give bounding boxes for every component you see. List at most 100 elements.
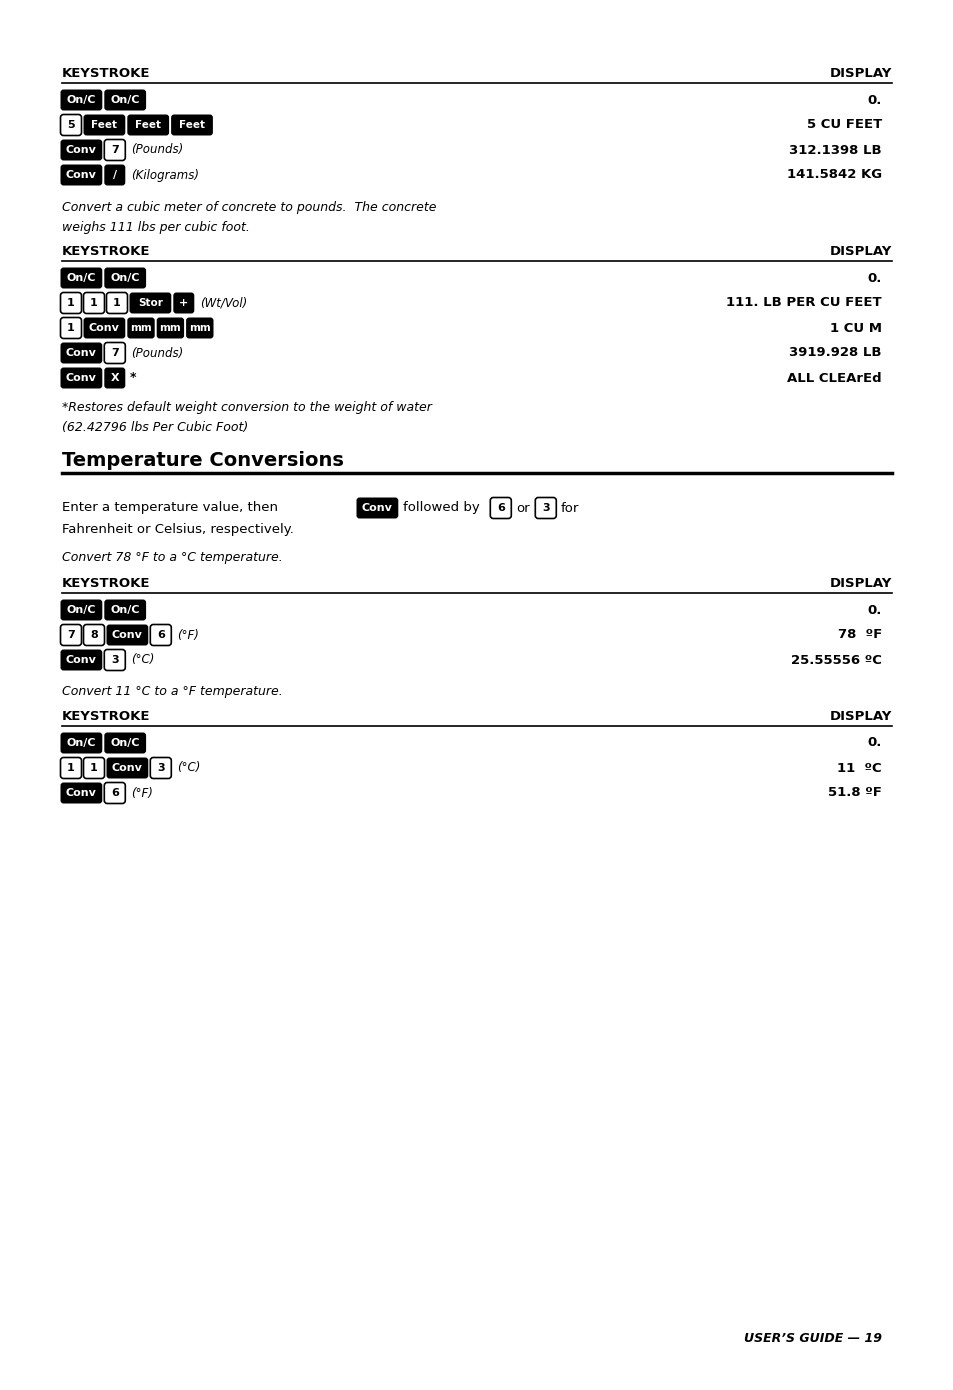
Text: or: or (516, 502, 529, 514)
Text: On/C: On/C (67, 738, 96, 748)
FancyBboxPatch shape (171, 114, 213, 135)
Text: On/C: On/C (111, 738, 140, 748)
Text: 6: 6 (497, 503, 504, 513)
FancyBboxPatch shape (84, 758, 105, 778)
FancyBboxPatch shape (60, 317, 81, 339)
FancyBboxPatch shape (104, 367, 125, 388)
Text: Conv: Conv (66, 655, 97, 664)
Text: *Restores default weight conversion to the weight of water: *Restores default weight conversion to t… (62, 402, 432, 414)
FancyBboxPatch shape (60, 139, 102, 160)
FancyBboxPatch shape (60, 114, 81, 135)
FancyBboxPatch shape (60, 164, 102, 185)
Text: (°F): (°F) (131, 787, 152, 799)
Text: On/C: On/C (111, 272, 140, 284)
Text: Conv: Conv (66, 348, 97, 359)
Text: ALL CLEArEd: ALL CLEArEd (786, 371, 882, 385)
Text: Convert 11 °C to a °F temperature.: Convert 11 °C to a °F temperature. (62, 684, 282, 698)
FancyBboxPatch shape (107, 758, 148, 778)
FancyBboxPatch shape (60, 342, 102, 364)
Text: X: X (111, 373, 119, 384)
FancyBboxPatch shape (60, 367, 102, 388)
FancyBboxPatch shape (104, 649, 125, 670)
FancyBboxPatch shape (130, 292, 172, 314)
Text: mm: mm (159, 322, 181, 334)
Text: 1: 1 (113, 297, 121, 309)
Text: KEYSTROKE: KEYSTROKE (62, 245, 151, 259)
Text: Conv: Conv (66, 373, 97, 384)
FancyBboxPatch shape (104, 342, 125, 364)
FancyBboxPatch shape (104, 733, 146, 753)
Text: 1: 1 (67, 322, 74, 334)
FancyBboxPatch shape (84, 114, 125, 135)
Text: /: / (112, 170, 116, 179)
Text: 11  ºC: 11 ºC (837, 762, 882, 774)
Text: Conv: Conv (66, 170, 97, 179)
Text: Conv: Conv (112, 630, 143, 639)
Text: 5: 5 (67, 120, 74, 131)
Text: On/C: On/C (111, 95, 140, 106)
Text: 3: 3 (111, 655, 118, 664)
Text: 7: 7 (111, 348, 118, 359)
FancyBboxPatch shape (84, 292, 105, 314)
Text: (°C): (°C) (131, 653, 154, 666)
Text: On/C: On/C (67, 95, 96, 106)
Text: DISPLAY: DISPLAY (829, 67, 891, 81)
FancyBboxPatch shape (127, 114, 169, 135)
Text: Convert a cubic meter of concrete to pounds.  The concrete: Convert a cubic meter of concrete to pou… (62, 200, 436, 214)
FancyBboxPatch shape (60, 758, 81, 778)
FancyBboxPatch shape (60, 624, 81, 645)
Text: Temperature Conversions: Temperature Conversions (62, 450, 343, 470)
FancyBboxPatch shape (151, 758, 172, 778)
Text: 0.: 0. (866, 93, 882, 107)
Text: Conv: Conv (361, 503, 393, 513)
Text: 51.8 ºF: 51.8 ºF (827, 787, 882, 799)
Text: 0.: 0. (866, 737, 882, 749)
FancyBboxPatch shape (60, 783, 102, 803)
Text: DISPLAY: DISPLAY (829, 710, 891, 723)
Text: On/C: On/C (67, 272, 96, 284)
Text: Feet: Feet (179, 120, 205, 131)
Text: 3: 3 (157, 763, 165, 773)
FancyBboxPatch shape (60, 599, 102, 620)
Text: *: * (130, 371, 136, 385)
Text: Feet: Feet (91, 120, 117, 131)
Text: KEYSTROKE: KEYSTROKE (62, 710, 151, 723)
FancyBboxPatch shape (173, 292, 194, 314)
Text: (Pounds): (Pounds) (131, 346, 183, 360)
Text: (Pounds): (Pounds) (131, 143, 183, 157)
Text: Conv: Conv (112, 763, 143, 773)
Text: Feet: Feet (135, 120, 161, 131)
FancyBboxPatch shape (356, 498, 398, 518)
Text: Convert 78 °F to a °C temperature.: Convert 78 °F to a °C temperature. (62, 552, 282, 564)
Text: 1: 1 (90, 763, 98, 773)
Text: mm: mm (189, 322, 211, 334)
Text: 3919.928 LB: 3919.928 LB (789, 346, 882, 360)
FancyBboxPatch shape (60, 267, 102, 289)
FancyBboxPatch shape (104, 599, 146, 620)
FancyBboxPatch shape (60, 649, 102, 670)
Text: mm: mm (130, 322, 152, 334)
Text: (Wt/Vol): (Wt/Vol) (199, 296, 247, 310)
FancyBboxPatch shape (186, 317, 213, 339)
Text: 1: 1 (67, 763, 74, 773)
Text: DISPLAY: DISPLAY (829, 577, 891, 589)
Text: KEYSTROKE: KEYSTROKE (62, 67, 151, 81)
Text: 7: 7 (67, 630, 74, 639)
FancyBboxPatch shape (84, 317, 125, 339)
Text: Conv: Conv (66, 788, 97, 798)
FancyBboxPatch shape (107, 292, 128, 314)
FancyBboxPatch shape (60, 89, 102, 110)
Text: Conv: Conv (89, 322, 120, 334)
Text: 0.: 0. (866, 603, 882, 617)
Text: 3: 3 (541, 503, 549, 513)
FancyBboxPatch shape (60, 292, 81, 314)
Text: Stor: Stor (138, 297, 163, 309)
FancyBboxPatch shape (107, 624, 148, 645)
FancyBboxPatch shape (104, 164, 125, 185)
FancyBboxPatch shape (104, 89, 146, 110)
FancyBboxPatch shape (490, 498, 511, 518)
Text: (Kilograms): (Kilograms) (131, 168, 198, 182)
Text: 6: 6 (111, 788, 118, 798)
Text: (°F): (°F) (176, 628, 198, 642)
Text: 111. LB PER CU FEET: 111. LB PER CU FEET (725, 296, 882, 310)
